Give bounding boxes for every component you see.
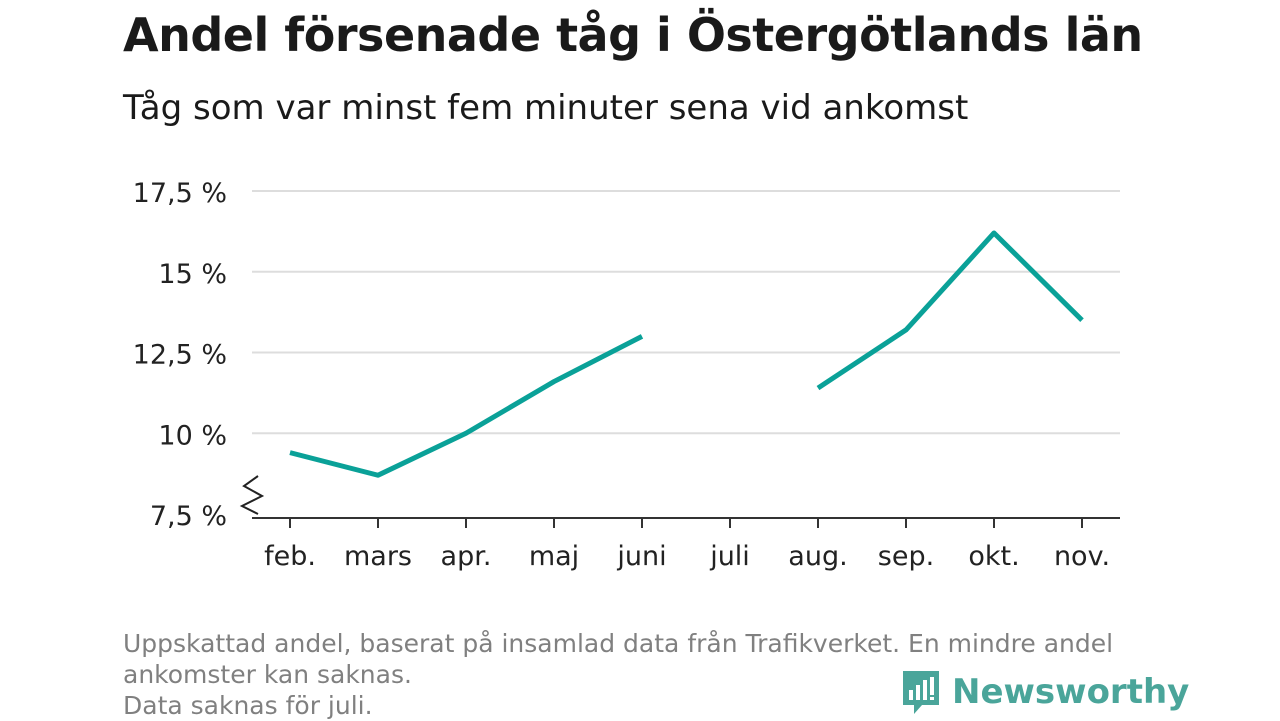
series-line bbox=[818, 233, 1082, 388]
x-tick-label: mars bbox=[344, 541, 412, 572]
y-tick-label: 10 % bbox=[158, 420, 227, 451]
y-tick-label: 17,5 % bbox=[133, 178, 227, 209]
x-tick-label: apr. bbox=[441, 541, 492, 572]
x-tick-label: nov. bbox=[1054, 541, 1110, 572]
gridlines bbox=[252, 191, 1120, 433]
y-tick-label: 15 % bbox=[158, 259, 227, 290]
y-tick-label: 7,5 % bbox=[150, 501, 227, 532]
line-chart: 7,5 % 10 % 12,5 % 15 % 17,5 % feb. mars apr. ma… bbox=[0, 0, 1280, 620]
y-axis-ticks: 7,5 % 10 % 12,5 % 15 % 17,5 % bbox=[133, 178, 227, 532]
x-tick-label: juli bbox=[709, 541, 750, 572]
x-tick-label: juni bbox=[616, 541, 666, 572]
y-tick-label: 12,5 % bbox=[133, 340, 227, 371]
series-lines bbox=[290, 233, 1082, 475]
series-line bbox=[290, 336, 642, 475]
axis-break-icon bbox=[242, 476, 262, 514]
x-tick-label: aug. bbox=[788, 541, 847, 572]
x-axis: feb. mars apr. maj juni juli aug. sep. okt. nov. bbox=[242, 476, 1120, 572]
brand-logo: Newsworthy bbox=[900, 668, 1189, 716]
bar-chart-speech-icon bbox=[900, 668, 942, 716]
footnote-line: Uppskattad andel, baserat på insamlad da… bbox=[123, 628, 1153, 659]
brand-name: Newsworthy bbox=[952, 672, 1189, 712]
x-tick-label: okt. bbox=[968, 541, 1019, 572]
x-tick-label: feb. bbox=[264, 541, 316, 572]
x-tick-label: maj bbox=[529, 541, 579, 572]
x-tick-label: sep. bbox=[878, 541, 934, 572]
